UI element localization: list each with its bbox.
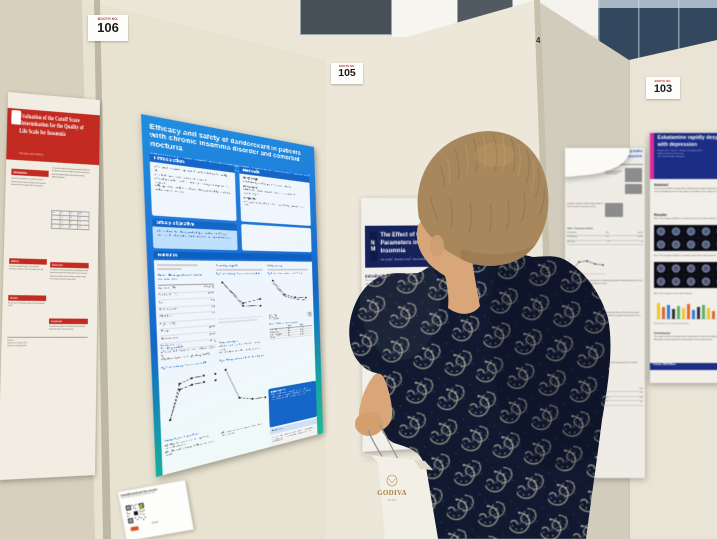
svg-text:GODIVA: GODIVA — [377, 489, 407, 497]
svg-text:1926: 1926 — [387, 500, 396, 502]
